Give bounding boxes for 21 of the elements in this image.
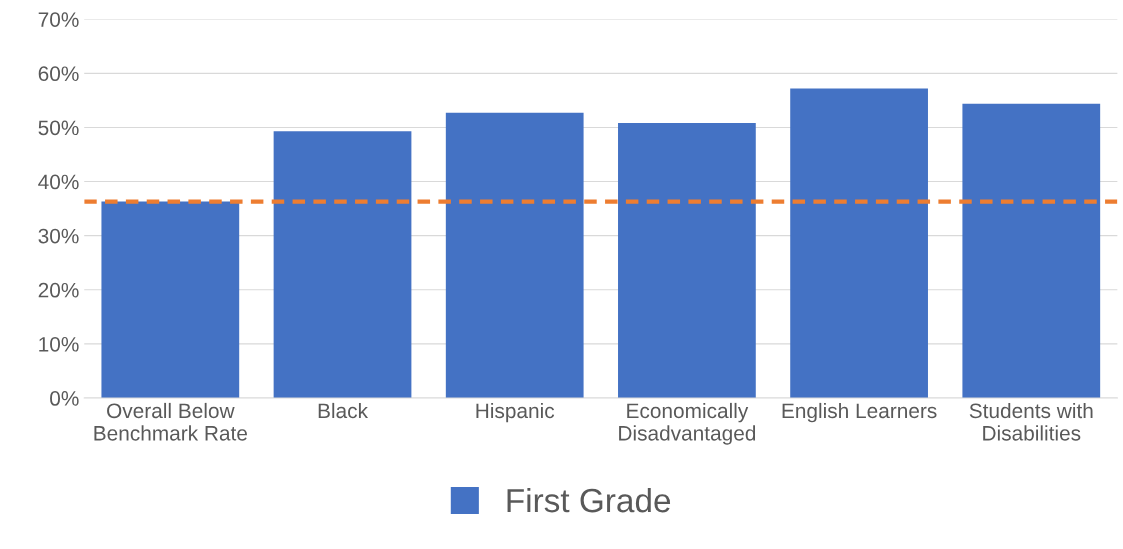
y-tick-label: 20%	[38, 282, 79, 298]
x-tick-label: Black	[318, 402, 369, 419]
bar	[618, 123, 756, 399]
y-tick-label: 10%	[39, 336, 79, 352]
x-tick-label: Overall Below Benchmark Rate	[94, 402, 247, 441]
y-tick-label: 40%	[38, 174, 79, 190]
y-tick-label: 70%	[38, 12, 79, 27]
bar	[273, 131, 412, 399]
bar	[101, 201, 240, 399]
legend-label: First Grade	[507, 487, 671, 513]
bar	[790, 88, 928, 399]
x-tick-label: English Learners	[782, 402, 937, 423]
bar	[445, 112, 584, 399]
x-tick-label: Economically Disadvantaged	[619, 402, 756, 445]
x-tick-label: Hispanic	[476, 402, 555, 423]
y-tick-label: 0%	[50, 391, 79, 406]
x-tick-label: Students with Disabilities	[969, 402, 1093, 441]
y-tick-label: 60%	[38, 66, 79, 82]
y-tick-label: 30%	[38, 228, 79, 244]
bar	[962, 103, 1101, 399]
y-tick-label: 50%	[38, 120, 79, 136]
